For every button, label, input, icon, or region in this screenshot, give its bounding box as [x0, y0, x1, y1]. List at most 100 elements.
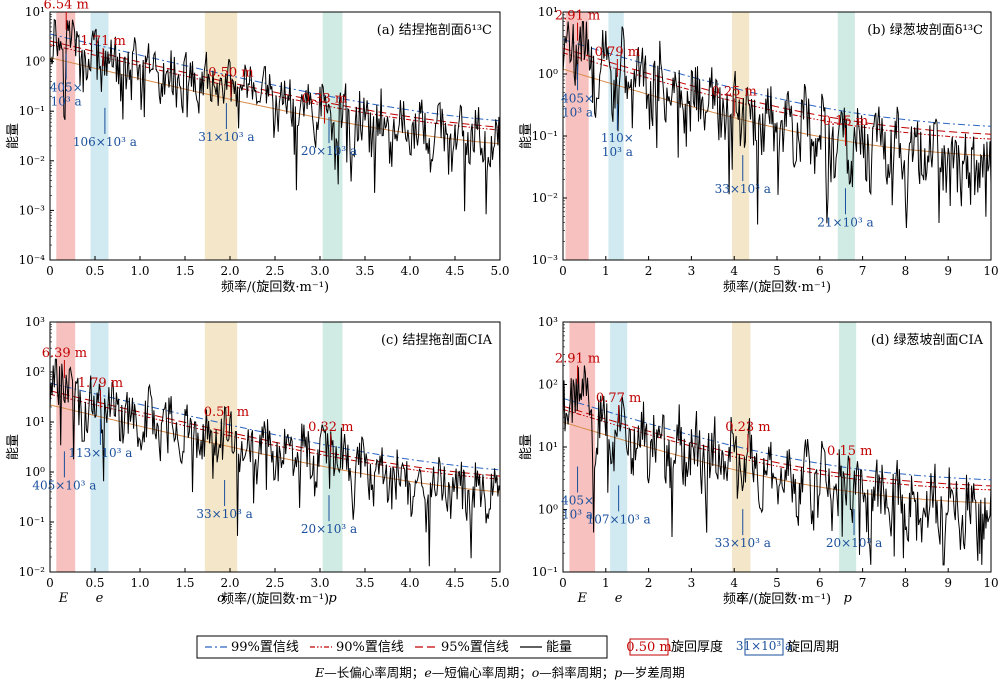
cycle-period-label: 405× — [561, 494, 594, 508]
x-tick-label: 4 — [730, 576, 738, 590]
legend-label: 95%置信线 — [441, 640, 509, 655]
x-tick-label: 2 — [645, 576, 653, 590]
legend-period-text: 31×10³ a — [736, 639, 792, 653]
energy-line — [49, 18, 501, 215]
chart-panel-1: 0 1 2 3 4 5 6 7 8 9 10 10⁻³ 10⁻² 10⁻¹ 10⁰ 10¹ 频率/(旋回数·m⁻… — [519, 5, 999, 295]
confidence-90-line — [49, 393, 501, 480]
cycle-letter-E: E — [58, 591, 69, 606]
x-axis-label: 频率/(旋回数·m⁻¹) — [221, 279, 329, 295]
cycle-band-o — [204, 12, 238, 260]
energy-line — [562, 365, 992, 566]
cycle-band-E — [56, 12, 76, 260]
chart-panel-3: 0 1 2 3 4 5 6 7 8 9 10 10⁻¹ 10⁰ 10¹ 10² 10³ 频率/(旋回数·m⁻¹)… — [519, 315, 999, 607]
y-tick-label: 10⁻² — [532, 191, 559, 205]
x-tick-label: 0.5 — [85, 264, 104, 278]
cycle-thickness-label: 1.71 m — [80, 34, 125, 49]
cycle-thickness-label: 2.91 m — [555, 351, 600, 366]
y-tick-label: 10¹ — [538, 440, 558, 454]
y-tick-label: 10⁰ — [538, 503, 558, 517]
cycle-thickness-label: 6.39 m — [42, 346, 87, 361]
cycle-thickness-label: 6.54 m — [43, 0, 88, 13]
cycle-period-label: 107×10³ a — [587, 512, 651, 526]
y-tick-label: 10⁻² — [19, 565, 46, 579]
x-tick-label: 0 — [559, 264, 567, 278]
y-tick-label: 10⁻³ — [19, 203, 46, 217]
x-tick-label: 0 — [46, 264, 54, 278]
footer-p-desc: —岁差周期 — [622, 665, 685, 680]
cycle-band-E — [565, 12, 589, 260]
x-tick-label: 2.5 — [265, 264, 284, 278]
cycle-letter-p: p — [328, 591, 337, 606]
legend-label: 99%置信线 — [231, 640, 299, 655]
y-tick-label: 10⁰ — [538, 67, 558, 81]
x-axis-label: 频率/(旋回数·m⁻¹) — [723, 591, 831, 607]
x-tick-label: 3.0 — [310, 576, 329, 590]
footer-caption: E—长偏心率周期；e—短偏心率周期；o—斜率周期；p—岁差周期 — [0, 662, 1000, 681]
x-tick-label: 3.5 — [355, 576, 374, 590]
x-tick-label: 1.5 — [175, 576, 194, 590]
x-axis-label: 频率/(旋回数·m⁻¹) — [221, 591, 329, 607]
y-axis-label: 能量 — [519, 434, 534, 460]
cycle-period-label: 20×10³ a — [826, 536, 882, 550]
cycle-period-label: 33×10³ a — [715, 536, 771, 550]
fit-curve — [49, 404, 501, 493]
x-tick-label: 2 — [645, 264, 653, 278]
cycle-letter-e: e — [615, 591, 623, 606]
cycle-thickness-label: 2.91 m — [555, 9, 600, 24]
y-tick-label: 10¹ — [25, 5, 45, 19]
y-tick-label: 10³ — [538, 315, 558, 329]
x-tick-label: 1.5 — [175, 264, 194, 278]
footer-e-desc: —短偏心率周期； — [431, 665, 532, 680]
cycle-period-label: 405× — [50, 80, 83, 94]
footer-e: e — [424, 665, 432, 680]
energy-line — [49, 358, 501, 567]
cycle-period-label: 10³ a — [562, 508, 593, 522]
confidence-99-line — [49, 33, 501, 122]
cycle-thickness-label: 0.51 m — [204, 405, 249, 420]
cycle-period-label: 405× — [561, 91, 594, 105]
x-tick-label: 5 — [773, 264, 781, 278]
x-tick-label: 3 — [688, 264, 696, 278]
x-tick-label: 2.5 — [265, 576, 284, 590]
x-tick-label: 10 — [983, 576, 998, 590]
x-tick-label: 9 — [944, 576, 952, 590]
x-tick-label: 0 — [559, 576, 567, 590]
x-tick-label: 3.5 — [355, 264, 374, 278]
cycle-band-o — [732, 322, 751, 572]
cycle-thickness-label: 1.79 m — [78, 376, 123, 391]
y-tick-label: 10⁻¹ — [532, 129, 558, 143]
y-tick-label: 10¹ — [538, 5, 558, 19]
x-tick-label: 2.0 — [220, 576, 239, 590]
y-tick-label: 10² — [538, 378, 558, 392]
x-tick-label: 10 — [983, 264, 998, 278]
cycle-period-label: 20×10³ a — [301, 144, 357, 158]
x-tick-label: 8 — [902, 576, 910, 590]
cycle-thickness-label: 0.79 m — [595, 45, 640, 60]
x-tick-label: 9 — [944, 264, 952, 278]
cycle-band-e — [90, 12, 109, 260]
cycle-letter-p: p — [843, 591, 852, 606]
x-tick-label: 5.0 — [490, 264, 509, 278]
x-tick-label: 4.0 — [400, 264, 419, 278]
fit-curve — [49, 57, 501, 145]
x-tick-label: 1 — [602, 264, 610, 278]
x-tick-label: 7 — [859, 264, 867, 278]
footer-p: p — [614, 665, 623, 680]
cycle-period-label: 20×10³ a — [301, 522, 357, 536]
legend-period-label: 旋回周期 — [787, 640, 839, 655]
chart-panel-0: 0 0.5 1.0 1.5 2.0 2.5 3.0 3.5 4.0 4.5 5.0 10⁻⁴ 10⁻³ 1… — [6, 0, 510, 295]
cycle-band-e — [90, 322, 109, 572]
cycle-period-label: 10³ a — [602, 145, 633, 159]
cycle-letter-o: o — [737, 591, 745, 606]
panel-title: (b) 绿葱坡剖面δ¹³C — [867, 23, 983, 38]
confidence-99-line — [49, 382, 501, 471]
cycle-thickness-label: 0.25 m — [711, 84, 756, 99]
x-tick-label: 1.0 — [130, 264, 149, 278]
confidence-99-line — [562, 397, 992, 481]
cycle-period-label: 31×10³ a — [198, 130, 254, 144]
x-axis-label: 频率/(旋回数·m⁻¹) — [723, 279, 831, 295]
footer-o: o — [531, 665, 540, 680]
x-tick-label: 4.5 — [445, 576, 464, 590]
cycle-thickness-label: 0.33 m — [302, 91, 347, 106]
legend-label: 能量 — [546, 640, 572, 655]
